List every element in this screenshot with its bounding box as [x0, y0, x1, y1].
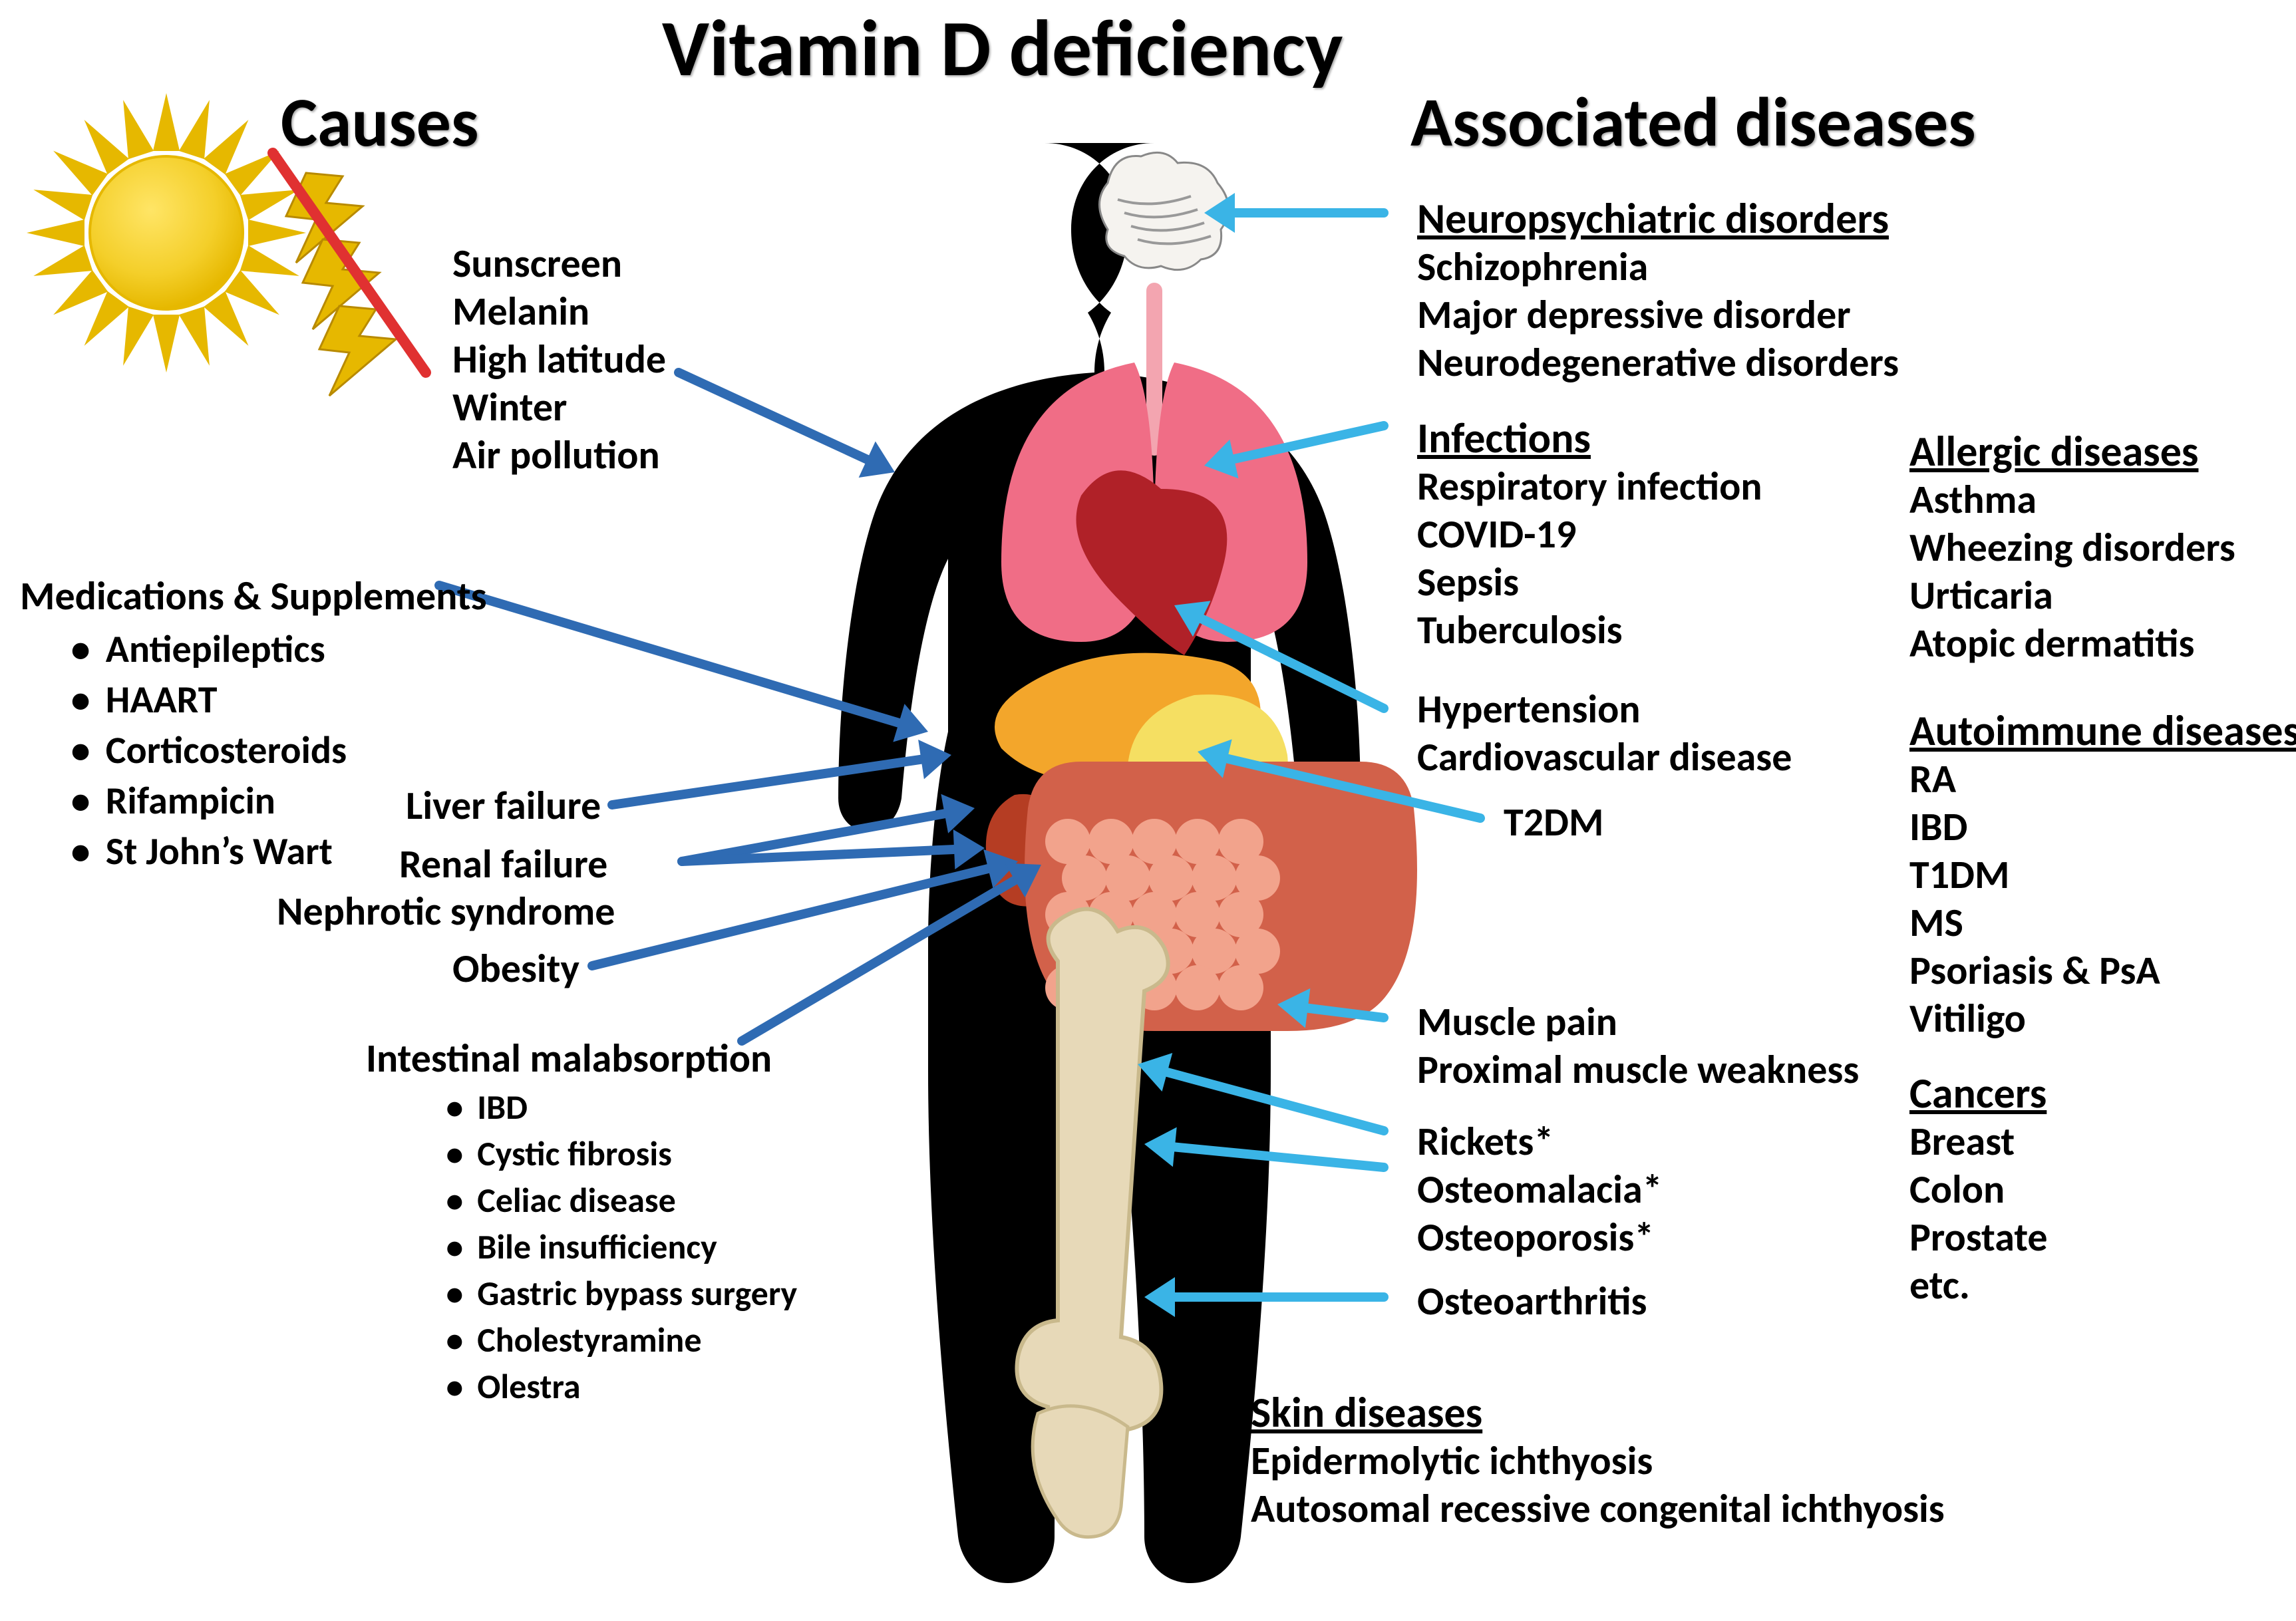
grp-intest-item: Bile insufficiency [439, 1225, 717, 1268]
grp-sun-item: Winter [452, 383, 567, 432]
grp-allergic-item: Asthma [1909, 476, 2037, 524]
grp-infect-item: Respiratory infection [1417, 462, 1762, 511]
grp-sun-item: High latitude [452, 335, 666, 384]
cause-intestinal-heading: Intestinal malabsorption [366, 1034, 772, 1083]
grp-intest-item: Gastric bypass surgery [439, 1272, 797, 1314]
grp-cancers-item: Prostate [1909, 1213, 2048, 1262]
dis-infect-heading: Infections [1417, 412, 1591, 464]
grp-intest-item: Celiac disease [439, 1179, 676, 1221]
grp-autoimmune-item: Psoriasis & PsA [1909, 947, 2160, 995]
page-title: Vitamin D deficiency [662, 0, 1343, 97]
grp-neuro-item: Schizophrenia [1417, 243, 1648, 291]
grp-intest-item: Cholestyramine [439, 1318, 702, 1361]
grp-skin-item: Epidermolytic ichthyosis [1251, 1437, 1653, 1485]
dis-neuro-heading: Neuropsychiatric disorders [1417, 193, 1889, 245]
dis-skin-heading: Skin diseases [1251, 1387, 1482, 1439]
grp-infect-item: COVID-19 [1417, 510, 1576, 559]
cause-meds-heading: Medications & Supplements [20, 572, 487, 621]
grp-autoimmune-item: MS [1909, 899, 1963, 947]
grp-meds-item: Corticosteroids [63, 726, 347, 774]
grp-infect-item: Tuberculosis [1417, 606, 1623, 655]
grp-muscle-item: Proximal muscle weakness [1417, 1046, 1859, 1094]
grp-meds-item: HAART [63, 676, 217, 723]
grp-intest-item: Olestra [439, 1365, 581, 1407]
grp-cardio-item: Cardiovascular disease [1417, 733, 1792, 782]
grp-neuro-item: Neurodegenerative disorders [1417, 339, 1899, 387]
dis-t2dm: T2DM [1504, 798, 1603, 847]
grp-allergic-item: Wheezing disorders [1909, 523, 2235, 572]
subtitle-causes: Causes [281, 80, 479, 164]
grp-bone-item: Osteomalacia* [1417, 1165, 1663, 1214]
cause-renal-a: Renal failure [399, 840, 607, 889]
grp-allergic-item: Urticaria [1909, 571, 2053, 620]
dis-osteo: Osteoarthritis [1417, 1277, 1647, 1326]
grp-skin-item: Autosomal recessive congenital ichthyosi… [1251, 1485, 1945, 1533]
grp-muscle-item: Muscle pain [1417, 998, 1617, 1046]
cause-obesity: Obesity [452, 945, 579, 993]
dis-autoimmune-heading: Autoimmune diseases [1909, 705, 2296, 757]
subtitle-diseases: Associated diseases [1410, 80, 1976, 164]
grp-allergic-item: Atopic dermatitis [1909, 619, 2194, 668]
grp-autoimmune-item: T1DM [1909, 851, 2009, 899]
grp-meds-item: St John’s Wart [63, 827, 333, 875]
grp-sun-item: Melanin [452, 287, 589, 336]
grp-infect-item: Sepsis [1417, 558, 1519, 607]
grp-cardio-item: Hypertension [1417, 685, 1641, 734]
grp-meds-item: Antiepileptics [63, 625, 325, 672]
grp-autoimmune-item: IBD [1909, 803, 1967, 851]
grp-meds-item: Rifampicin [63, 777, 275, 824]
grp-intest-item: IBD [439, 1086, 528, 1128]
grp-cancers-item: etc. [1909, 1261, 1970, 1310]
grp-intest-item: Cystic fibrosis [439, 1132, 672, 1175]
grp-bone-item: Rickets* [1417, 1117, 1554, 1166]
sun-icon [27, 93, 306, 372]
dis-cancers-heading: Cancers [1909, 1068, 2047, 1119]
grp-autoimmune-item: RA [1909, 755, 1956, 804]
dis-allergic-heading: Allergic diseases [1909, 426, 2198, 478]
grp-sun-item: Air pollution [452, 431, 660, 480]
grp-cancers-item: Colon [1909, 1165, 2005, 1214]
grp-bone-item: Osteoporosis* [1417, 1213, 1654, 1262]
lightning-icon [273, 153, 426, 396]
cause-renal-b: Nephrotic syndrome [277, 887, 615, 936]
grp-autoimmune-item: Vitiligo [1909, 994, 2026, 1043]
grp-sun-item: Sunscreen [452, 239, 622, 288]
cause-liver: Liver failure [406, 782, 601, 830]
grp-neuro-item: Major depressive disorder [1417, 291, 1851, 339]
grp-cancers-item: Breast [1909, 1117, 2015, 1166]
body-silhouette [838, 143, 1417, 1583]
